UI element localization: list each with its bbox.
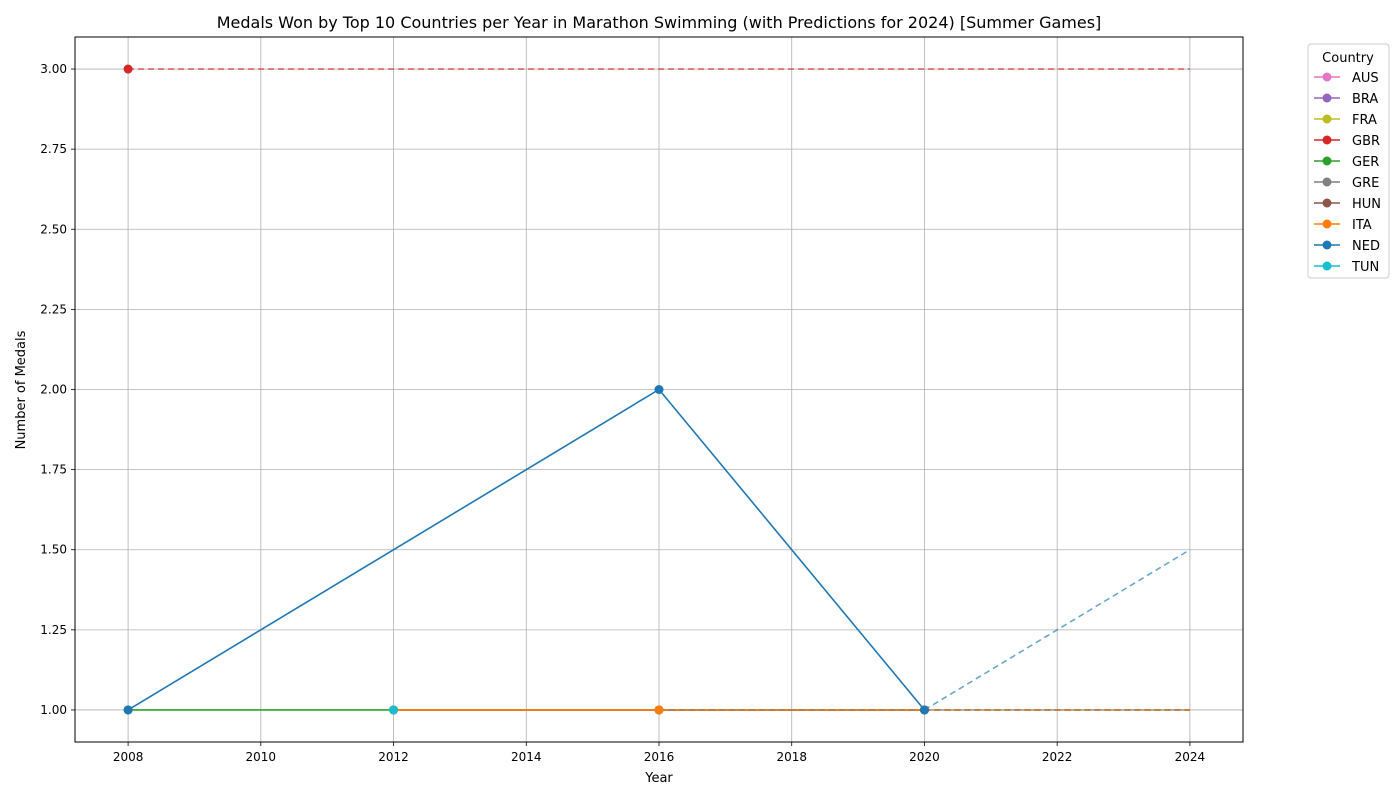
- data-point-tun: [389, 705, 399, 715]
- y-tick-label: 1.00: [40, 703, 67, 717]
- y-tick-label: 1.75: [40, 463, 67, 477]
- legend-swatch-marker: [1322, 135, 1332, 145]
- legend-swatch-marker: [1322, 177, 1332, 187]
- legend-item-aus: AUS: [1314, 71, 1379, 86]
- legend-swatch-marker: [1322, 240, 1332, 250]
- legend-item-gbr: GBR: [1314, 134, 1380, 149]
- legend-title: Country: [1322, 51, 1374, 66]
- legend-item-hun: HUN: [1314, 197, 1381, 212]
- prediction-line-ned: [924, 549, 1191, 711]
- y-tick-label: 2.00: [40, 383, 67, 397]
- legend-swatch-marker: [1322, 219, 1332, 229]
- legend-item-ger: GER: [1314, 155, 1379, 170]
- legend-label: FRA: [1352, 113, 1377, 128]
- legend-items: AUS BRA FRA GBR GER GRE HUN ITA NED TUN: [1314, 71, 1381, 275]
- chart-title: Medals Won by Top 10 Countries per Year …: [217, 13, 1102, 32]
- x-tick-label: 2020: [909, 750, 940, 764]
- legend-item-ned: NED: [1314, 239, 1380, 254]
- y-tick-label: 1.50: [40, 543, 67, 557]
- legend: Country AUS BRA FRA GBR GER GRE HUN ITA NED TUN: [1307, 43, 1390, 279]
- y-tick-label: 2.75: [40, 142, 67, 156]
- legend-label: GER: [1352, 155, 1379, 170]
- legend-label: GRE: [1352, 176, 1379, 191]
- legend-label: NED: [1352, 239, 1380, 254]
- legend-label: TUN: [1351, 260, 1379, 275]
- legend-label: HUN: [1352, 197, 1381, 212]
- legend-item-bra: BRA: [1314, 92, 1378, 107]
- legend-swatch-marker: [1322, 72, 1332, 82]
- data-point-ned: [654, 385, 664, 394]
- x-tick-label: 2022: [1042, 750, 1073, 764]
- legend-box: [1307, 43, 1390, 279]
- data-point-ned: [919, 705, 929, 715]
- legend-label: ITA: [1352, 218, 1372, 233]
- x-tick-label: 2018: [776, 750, 807, 764]
- x-tick-label: 2012: [378, 750, 409, 764]
- y-tick-label: 1.25: [40, 623, 67, 637]
- legend-swatch-marker: [1322, 93, 1332, 103]
- legend-swatch-marker: [1322, 114, 1332, 124]
- legend-item-tun: TUN: [1314, 260, 1379, 275]
- x-tick-label: 2024: [1175, 750, 1206, 764]
- series-markers: [123, 64, 929, 715]
- x-tick-label: 2014: [511, 750, 542, 764]
- x-axis-ticks: 2008 2010 2012 2014 2016 2018 2020 2022 2024: [113, 742, 1205, 764]
- legend-label: AUS: [1352, 71, 1379, 86]
- legend-item-gre: GRE: [1314, 176, 1379, 191]
- y-axis-label: Number of Medals: [14, 330, 29, 449]
- x-tick-label: 2010: [246, 750, 277, 764]
- data-point-gbr: [123, 64, 133, 74]
- y-axis-ticks: 1.00 1.25 1.50 1.75 2.00 2.25 2.50 2.75 3.00: [40, 62, 75, 717]
- x-tick-label: 2016: [644, 750, 675, 764]
- legend-label: GBR: [1352, 134, 1380, 149]
- legend-item-fra: FRA: [1314, 113, 1377, 128]
- x-tick-label: 2008: [113, 750, 144, 764]
- y-tick-label: 3.00: [40, 62, 67, 76]
- prediction-lines: [128, 68, 1191, 711]
- legend-label: BRA: [1352, 92, 1378, 107]
- legend-swatch-marker: [1322, 261, 1332, 271]
- y-tick-label: 2.50: [40, 222, 67, 236]
- data-point-ned: [123, 705, 133, 715]
- legend-swatch-marker: [1322, 156, 1332, 166]
- y-tick-label: 2.25: [40, 302, 67, 316]
- x-axis-label: Year: [644, 771, 673, 786]
- legend-item-ita: ITA: [1314, 218, 1372, 233]
- legend-swatch-marker: [1322, 198, 1332, 208]
- data-point-ita: [654, 705, 664, 715]
